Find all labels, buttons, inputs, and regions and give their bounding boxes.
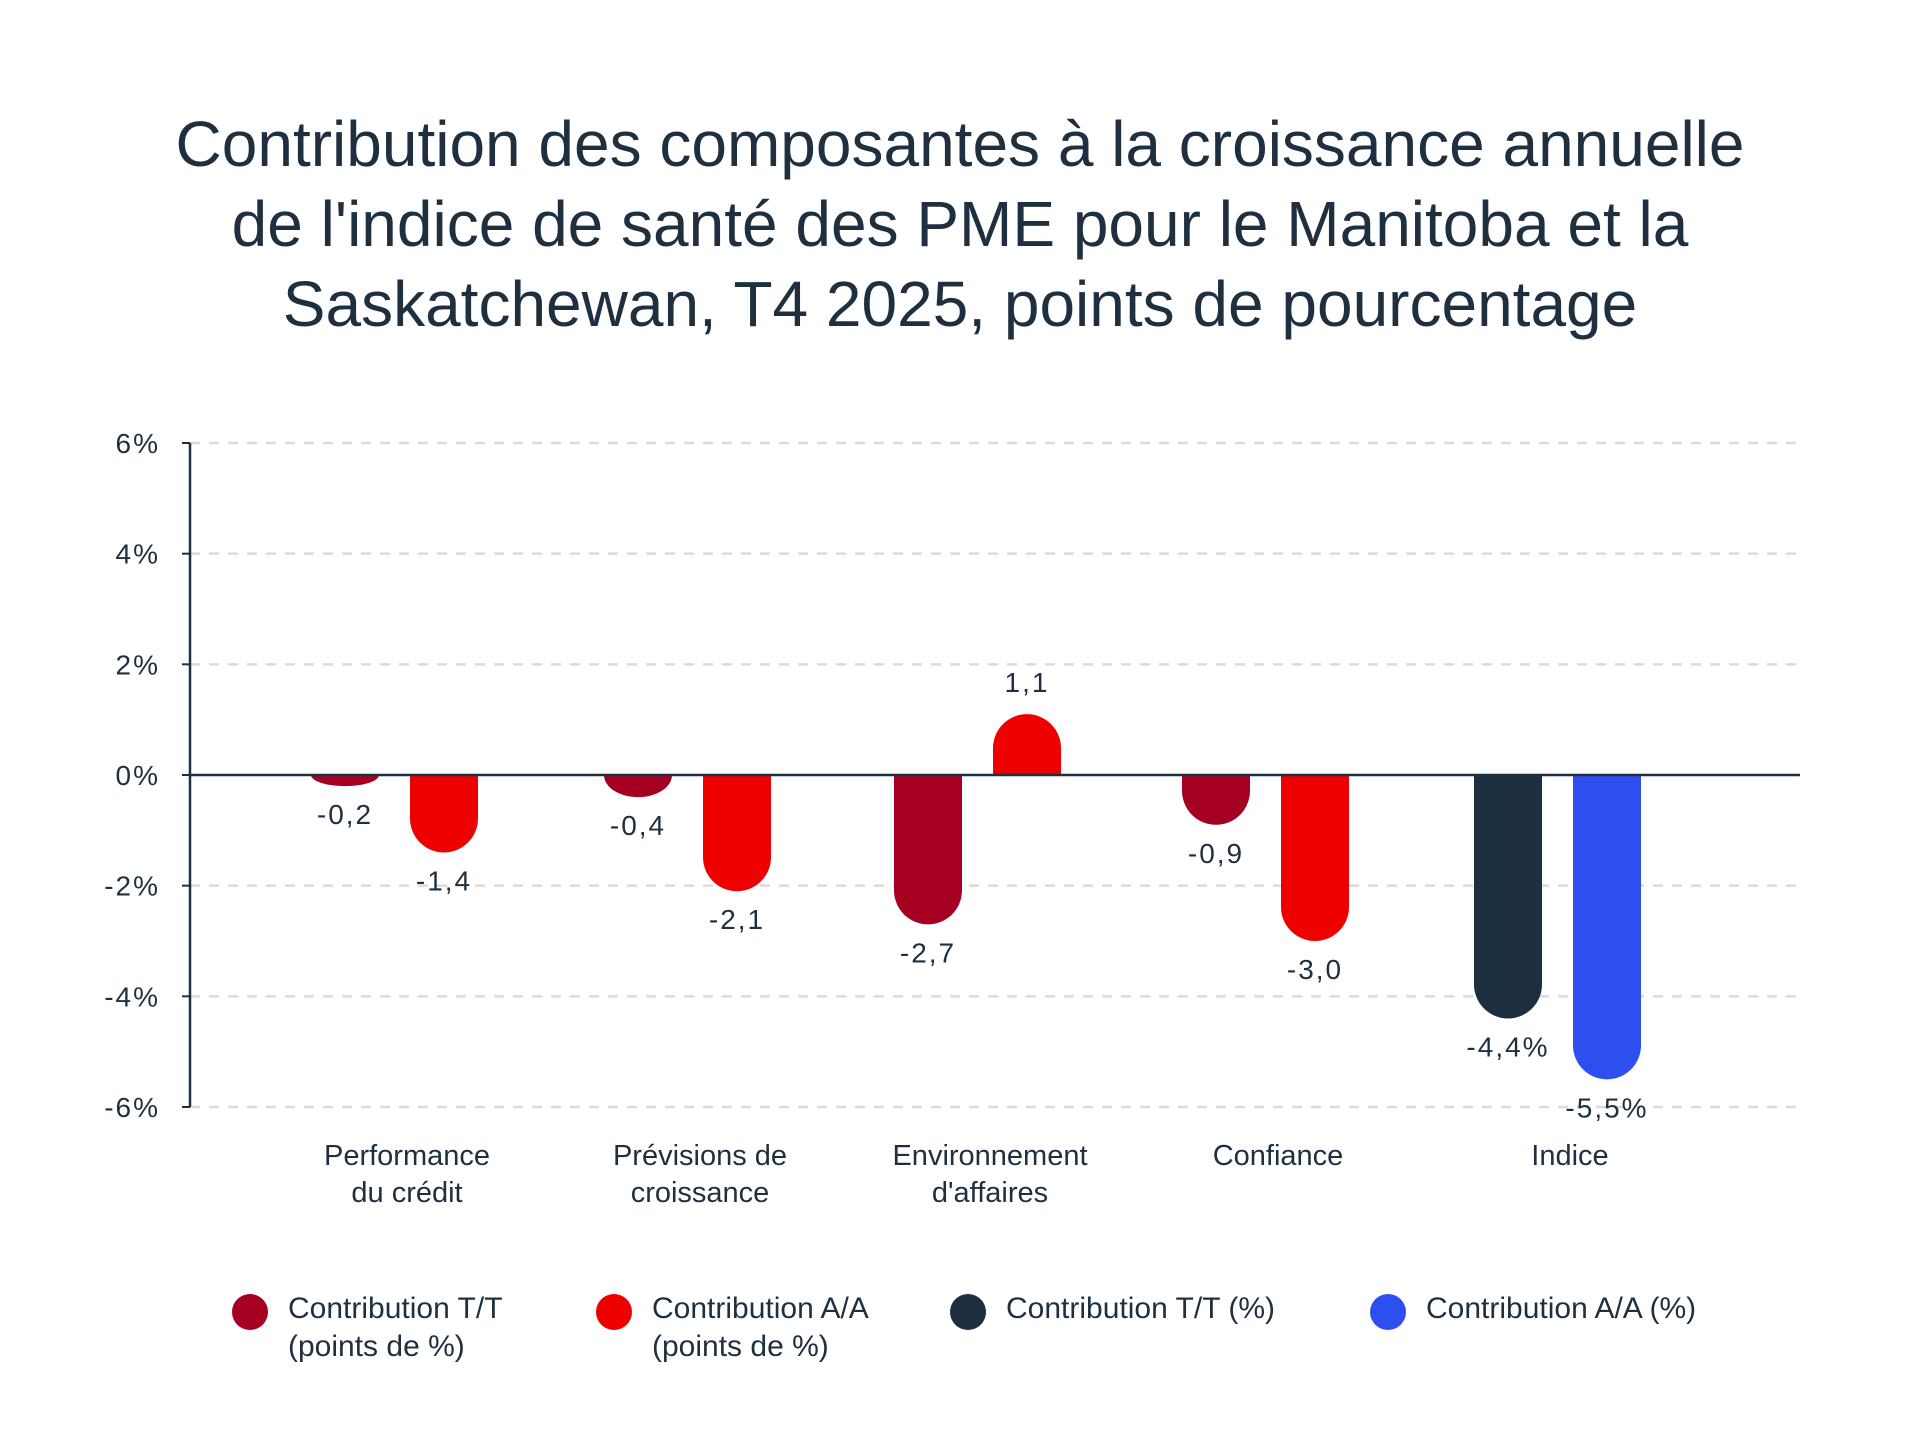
chart-title-line: de l'indice de santé des PME pour le Man… [231, 188, 1689, 260]
legend-label: Contribution T/T (points de %) [288, 1290, 503, 1366]
legend-swatch [232, 1294, 268, 1330]
legend-item: Contribution T/T (%) [950, 1290, 1275, 1330]
legend-label-line: Contribution T/T [288, 1292, 503, 1325]
legend-item: Contribution T/T (points de %) [232, 1290, 503, 1366]
data-label: -5,5% [1565, 1092, 1648, 1123]
data-label: 1,1 [1005, 667, 1050, 698]
legend-label-line: (points de %) [652, 1330, 829, 1363]
y-tick-label: 6% [116, 428, 160, 459]
legend-label-line: (points de %) [288, 1330, 465, 1363]
legend-item: Contribution A/A (points de %) [596, 1290, 869, 1366]
data-label: -3,0 [1287, 954, 1343, 985]
y-tick-label: 0% [116, 760, 160, 791]
x-tick-label: Performance [324, 1140, 490, 1172]
chart-title-line: Contribution des composantes à la croiss… [175, 108, 1745, 180]
legend-label-line: Contribution A/A (%) [1426, 1292, 1697, 1325]
bar [1281, 775, 1349, 941]
data-label: -2,1 [709, 904, 765, 935]
legend-swatch [1370, 1294, 1406, 1330]
data-label: -2,7 [900, 937, 956, 968]
bar [894, 775, 962, 925]
bar [993, 714, 1061, 775]
data-label: -1,4 [416, 865, 472, 896]
x-tick-label: du crédit [351, 1177, 462, 1209]
y-tick-label: -2% [104, 871, 160, 902]
bar [311, 775, 379, 787]
y-tick-label: 2% [116, 649, 160, 680]
bar [1573, 775, 1641, 1080]
bar [703, 775, 771, 892]
x-tick-label: Indice [1531, 1140, 1608, 1172]
bar [604, 775, 672, 798]
legend-swatch [596, 1294, 632, 1330]
x-tick-label: d'affaires [932, 1177, 1048, 1209]
legend-label: Contribution A/A (%) [1426, 1290, 1696, 1328]
chart-title-line: Saskatchewan, T4 2025, points de pourcen… [282, 268, 1638, 340]
legend-item: Contribution A/A (%) [1370, 1290, 1696, 1330]
data-label: -0,2 [317, 799, 373, 830]
x-tick-label: Confiance [1213, 1140, 1344, 1172]
y-tick-label: -4% [104, 981, 160, 1012]
legend-label: Contribution A/A (points de %) [652, 1290, 869, 1366]
x-tick-label: croissance [631, 1177, 770, 1209]
legend-label: Contribution T/T (%) [1006, 1290, 1275, 1328]
legend-swatch [950, 1294, 986, 1330]
x-tick-label: Prévisions de [613, 1140, 787, 1172]
y-tick-label: 4% [116, 539, 160, 570]
data-label: -4,4% [1466, 1031, 1549, 1062]
legend-label-line: Contribution A/A [652, 1292, 869, 1325]
y-tick-label: -6% [104, 1092, 160, 1123]
bar [1182, 775, 1250, 825]
legend-label-line: Contribution T/T (%) [1006, 1292, 1275, 1325]
data-label: -0,9 [1188, 838, 1244, 869]
data-label: -0,4 [610, 810, 666, 841]
x-tick-label: Environnement [892, 1140, 1087, 1172]
bar [1474, 775, 1542, 1019]
chart-title: Contribution des composantes à la croiss… [0, 104, 1920, 344]
bar [410, 775, 478, 853]
